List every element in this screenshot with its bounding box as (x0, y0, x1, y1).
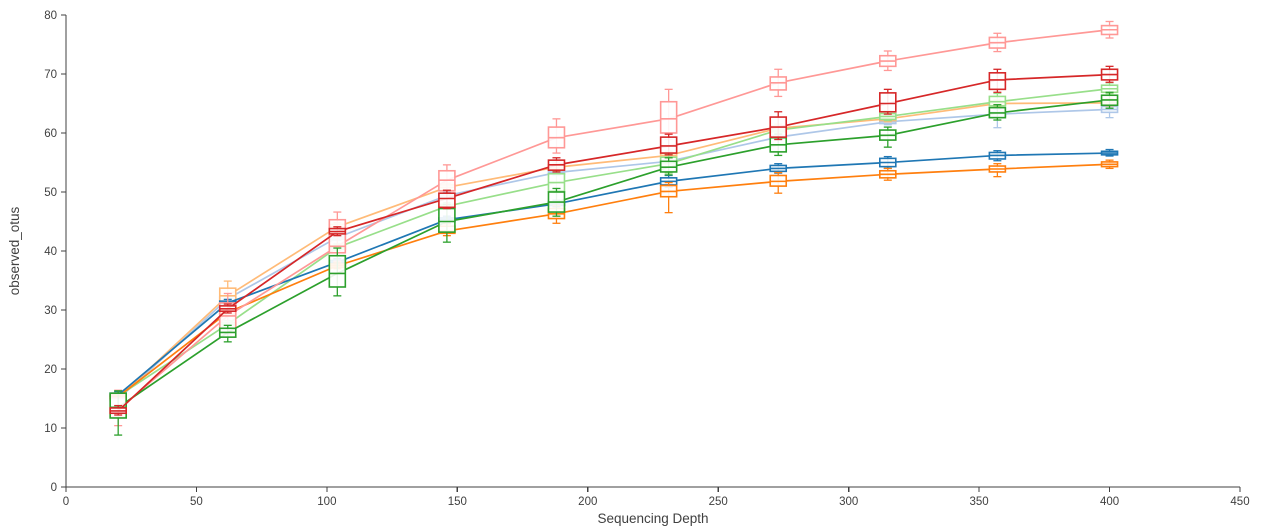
box-plot-point (1100, 91, 1119, 109)
box-plot-point (988, 68, 1007, 93)
box-plot-point (1100, 148, 1119, 157)
box-plot-point (659, 133, 678, 156)
box-plot-point (547, 118, 566, 154)
y-tick-label: 40 (44, 246, 57, 258)
box-plot-point (109, 404, 127, 416)
box-plot-point (988, 32, 1007, 53)
box-plot-point (1100, 159, 1119, 170)
box-plot-point (659, 88, 678, 141)
box (988, 72, 1007, 91)
box-plot-point (1100, 20, 1119, 39)
y-tick-label: 10 (44, 423, 57, 435)
box-plot-point (988, 150, 1007, 162)
x-tick-label: 0 (63, 496, 69, 508)
y-tick-label: 60 (44, 128, 57, 140)
box-plot-point (659, 157, 678, 176)
x-tick-label: 50 (190, 496, 203, 508)
box-plot-point (1100, 65, 1119, 83)
y-tick-label: 20 (44, 364, 57, 376)
box (659, 136, 678, 154)
box-plot-point (218, 324, 237, 343)
box-plot-point (218, 303, 237, 314)
x-axis-title: Sequencing Depth (597, 511, 708, 526)
series-pink-line (117, 28, 1110, 411)
box-plot-point (547, 187, 566, 217)
x-tick-label: 100 (317, 496, 336, 508)
series-light-green (109, 82, 1119, 401)
box-plot-point (438, 189, 456, 210)
box-plot-point (878, 155, 897, 170)
box-plot-point (769, 111, 788, 141)
x-tick-label: 200 (578, 496, 597, 508)
box-plot-point (769, 68, 788, 98)
series-green-line (117, 99, 1110, 409)
x-tick-label: 350 (970, 496, 989, 508)
box-plot-point (878, 88, 897, 115)
y-tick-label: 80 (44, 10, 57, 22)
series-blue-line (117, 152, 1110, 396)
box (659, 100, 678, 134)
box-plot-point (659, 181, 678, 214)
series-orange-line (117, 163, 1110, 398)
y-tick-label: 0 (51, 482, 57, 494)
box-plot-point (988, 163, 1007, 178)
box-plot-point (547, 157, 566, 173)
x-tick-label: 400 (1100, 496, 1119, 508)
y-tick-label: 30 (44, 305, 57, 317)
box-plot-point (769, 171, 788, 194)
y-axis-title: observed_otus (7, 206, 22, 295)
box-plot-point (328, 226, 347, 237)
box (328, 254, 347, 288)
box-plot-point (878, 50, 897, 72)
series-green (109, 91, 1119, 436)
x-tick-label: 250 (709, 496, 728, 508)
series-red (109, 65, 1119, 416)
box-plot-point (438, 203, 456, 243)
box-plot-point (328, 247, 347, 297)
series-pink (109, 20, 1119, 427)
box-plot-point (878, 126, 897, 148)
series-light-blue-line (117, 108, 1110, 400)
series-layer (109, 20, 1119, 436)
series-light-orange-line (117, 102, 1110, 399)
box (438, 207, 456, 233)
axes-layer: 0 50 100 150 200 250 300 350 400 450 0 10 20 30 40 50 60… (44, 10, 1249, 508)
x-tick-label: 450 (1230, 496, 1249, 508)
box-plot-point (769, 163, 788, 174)
box-plot-point (878, 167, 897, 181)
series-light-green-line (117, 87, 1110, 397)
x-tick-label: 300 (839, 496, 858, 508)
y-tick-label: 70 (44, 69, 57, 81)
box (438, 192, 456, 209)
series-light-orange (109, 98, 1119, 403)
y-tick-label: 50 (44, 187, 57, 199)
series-light-blue (109, 100, 1119, 404)
x-tick-label: 150 (448, 496, 467, 508)
series-red-line (117, 73, 1110, 412)
box-plot-point (988, 104, 1007, 121)
box (878, 92, 897, 113)
